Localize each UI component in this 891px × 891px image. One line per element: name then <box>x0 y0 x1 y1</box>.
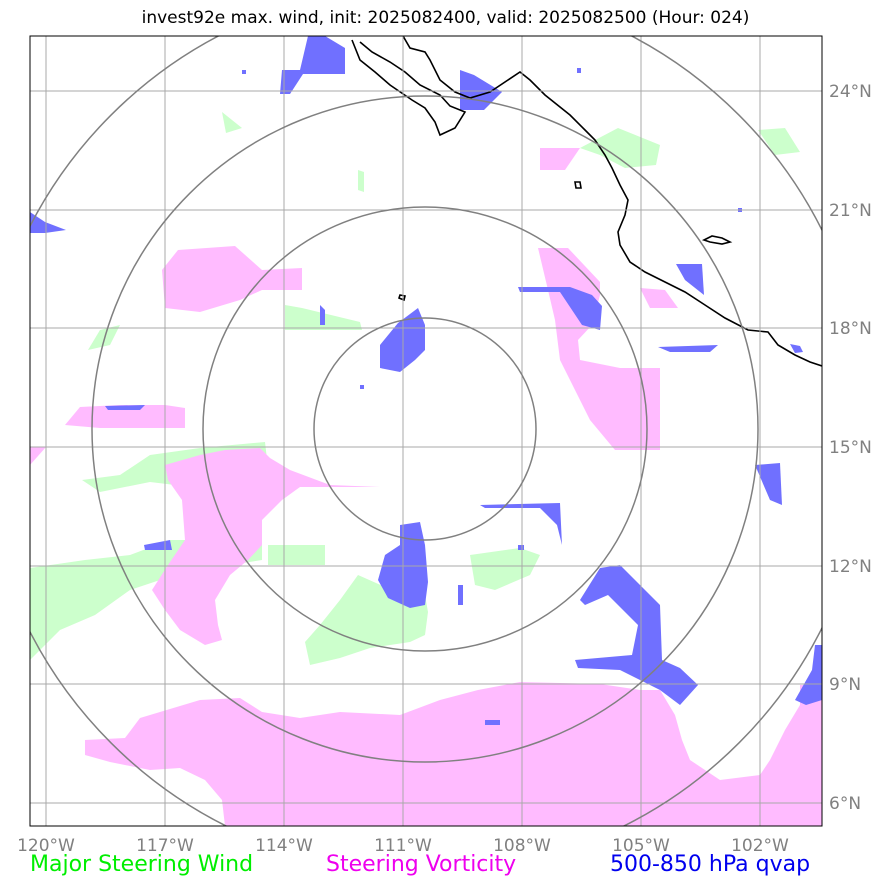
qvap-area <box>658 345 718 352</box>
qvap-area <box>755 463 782 505</box>
vorticity-area <box>540 148 580 170</box>
qvap-area <box>480 503 562 545</box>
lon-tick-label: 120°W <box>17 836 75 856</box>
vorticity-area <box>30 447 46 465</box>
qvap-area <box>458 585 463 605</box>
range-ring-1 <box>313 317 537 541</box>
lat-tick-label: 24°N <box>829 82 872 102</box>
gridlines <box>30 36 822 826</box>
lat-tick-label: 12°N <box>829 557 872 577</box>
vorticity-area <box>640 288 678 308</box>
wind-area <box>580 128 660 168</box>
wind-area <box>758 128 800 155</box>
lon-tick-label: 105°W <box>612 836 670 856</box>
qvap-area <box>790 344 803 353</box>
lat-tick-label: 18°N <box>829 319 872 339</box>
legend-qvap: 500-850 hPa qvap <box>610 852 811 877</box>
qvap-area <box>320 305 325 325</box>
legend-steering-vorticity: Steering Vorticity <box>326 852 517 877</box>
lat-tick-labels: 24°N 21°N 18°N 15°N 12°N 9°N 6°N <box>829 82 872 814</box>
qvap-area <box>577 68 581 73</box>
baja-peninsula-coast <box>351 39 467 137</box>
map-title: invest92e max. wind, init: 2025082400, v… <box>141 8 750 28</box>
wind-area <box>222 112 242 133</box>
vorticity-area <box>152 448 380 645</box>
vorticity-area <box>538 248 660 450</box>
lon-tick-label: 114°W <box>255 836 313 856</box>
mexico-coastline <box>402 36 822 367</box>
lon-tick-labels: 120°W 117°W 114°W 111°W 108°W 105°W 102°… <box>17 836 789 856</box>
qvap-area <box>144 540 172 550</box>
wind-area <box>470 548 540 590</box>
range-rings <box>30 36 822 826</box>
qvap-area <box>30 212 66 233</box>
lat-tick-label: 21°N <box>829 201 872 221</box>
qvap-area <box>795 645 822 705</box>
island <box>574 181 582 189</box>
range-ring-3 <box>91 95 759 763</box>
island <box>398 294 406 302</box>
qvap-area <box>460 70 502 110</box>
qvap-area <box>105 405 145 410</box>
qvap-area <box>575 565 698 705</box>
island <box>701 235 733 245</box>
vorticity-area <box>65 405 185 428</box>
wind-area <box>358 170 364 192</box>
wind-area <box>88 325 120 350</box>
lat-tick-label: 15°N <box>829 438 872 458</box>
steering-vorticity-areas <box>30 148 822 826</box>
qvap-area <box>485 720 500 725</box>
qvap-area <box>518 545 524 550</box>
lat-tick-label: 6°N <box>829 794 861 814</box>
legend-major-steering-wind: Major Steering Wind <box>30 852 254 877</box>
qvap-area <box>676 264 704 295</box>
coastline <box>351 36 822 367</box>
qvap-area <box>280 36 345 94</box>
wind-area <box>268 545 325 565</box>
plot-frame <box>29 35 823 827</box>
lon-tick-label: 108°W <box>493 836 551 856</box>
qvap-area <box>518 287 602 330</box>
lat-tick-label: 9°N <box>829 675 861 695</box>
vorticity-area <box>162 246 302 312</box>
range-ring-2 <box>202 206 648 652</box>
qvap-area <box>360 385 364 389</box>
lon-tick-label: 102°W <box>731 836 789 856</box>
lon-tick-label: 111°W <box>374 836 432 856</box>
vorticity-area <box>85 682 822 826</box>
lon-tick-label: 117°W <box>136 836 194 856</box>
qvap-area <box>242 70 246 74</box>
